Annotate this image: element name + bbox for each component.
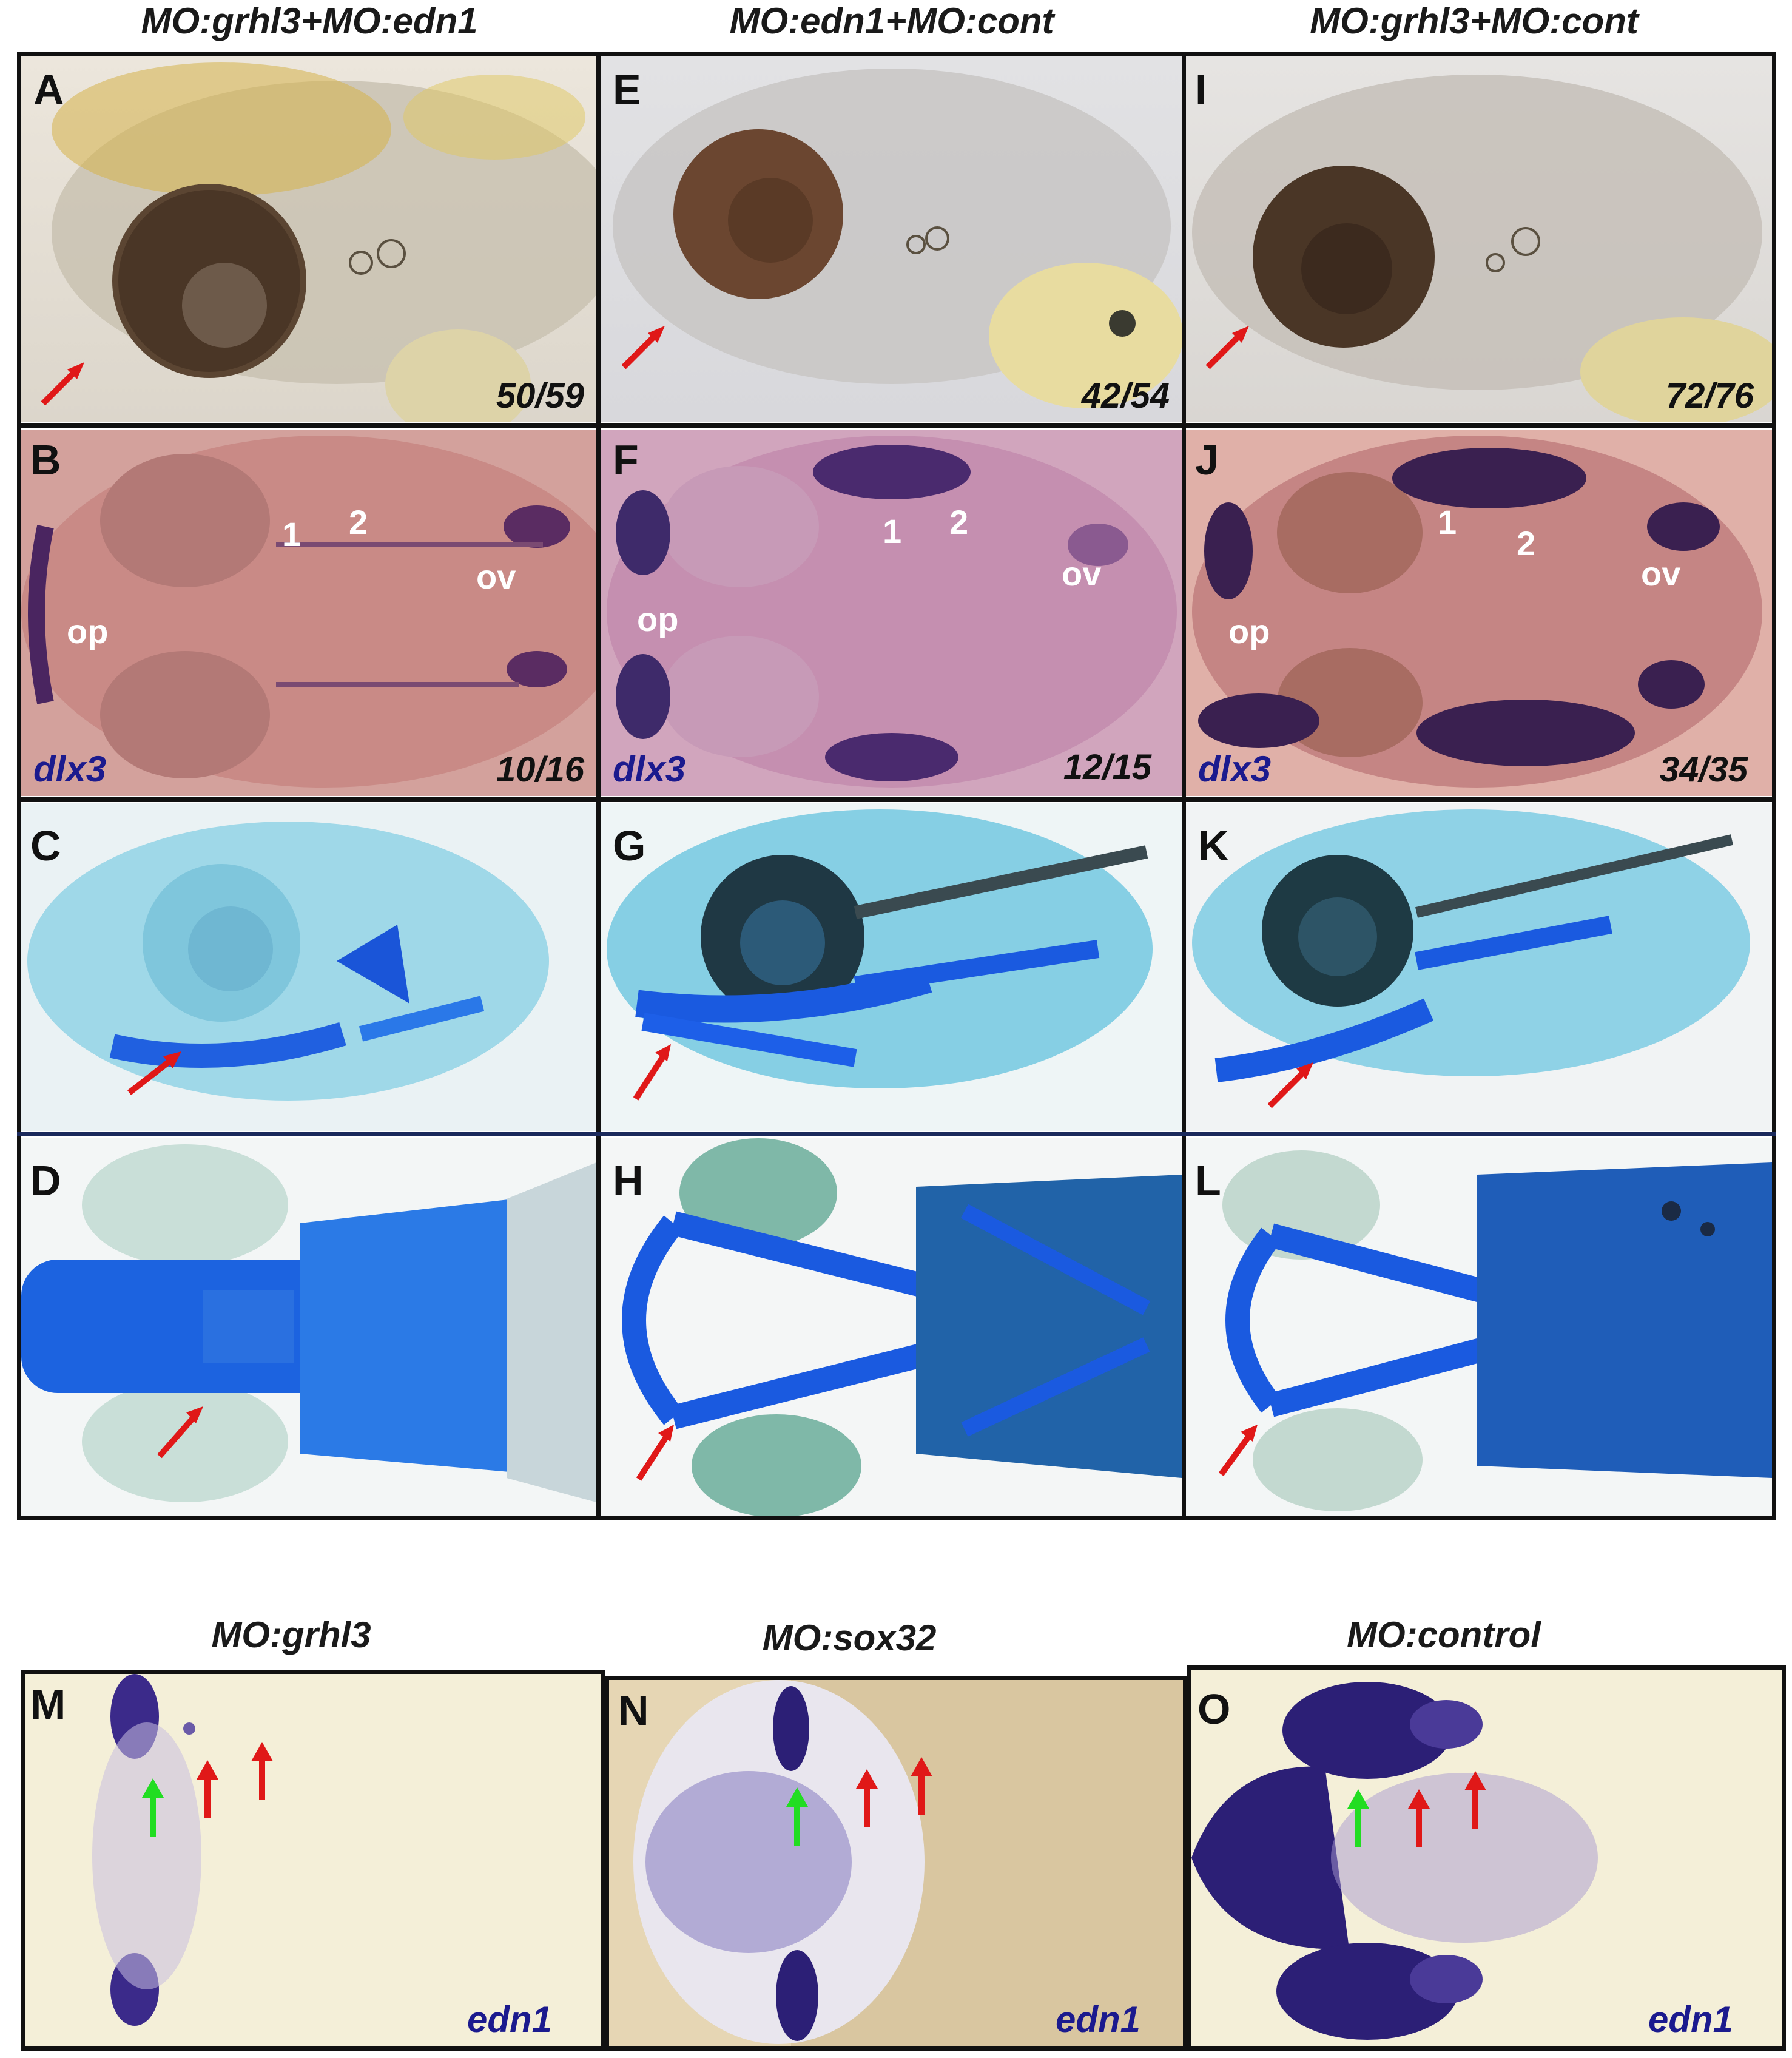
red-arrow-icon [1205, 326, 1249, 369]
panel-H-image [622, 1138, 1182, 1516]
panel-G-image [607, 809, 1153, 1088]
bottom-title-2: MO:sox32 [762, 1618, 937, 1658]
panel-D-image [21, 1144, 596, 1502]
panel-J-mark-1: 1 [1438, 503, 1457, 541]
panel-F-image [607, 436, 1177, 788]
panel-O-label: O [1197, 1685, 1231, 1733]
red-arrow-icon [157, 1406, 203, 1459]
red-arrow-icon [1267, 1062, 1313, 1108]
panel-M-gene: edn1 [467, 1999, 552, 2040]
panel-L: L [1186, 1138, 1772, 1516]
panel-D: D [21, 1138, 596, 1516]
panel-I-label: I [1195, 66, 1207, 113]
grid-divider-h2 [17, 797, 1776, 802]
panel-N-gene: edn1 [1055, 1999, 1140, 2040]
red-arrow-icon [856, 1769, 878, 1827]
panel-I-image [1192, 75, 1772, 422]
panel-O: O edn1 [1187, 1665, 1786, 2051]
panel-B-mark-2: 2 [349, 503, 368, 541]
green-arrow-icon [1347, 1789, 1369, 1847]
panel-B-mark-1: 1 [282, 515, 301, 553]
panel-E-label: E [613, 66, 641, 113]
panel-L-label: L [1195, 1157, 1221, 1204]
bottom-title-1: MO:grhl3 [211, 1614, 371, 1655]
panel-F-mark-op: op [637, 600, 679, 638]
panel-A-count: 50/59 [496, 376, 584, 416]
panel-B-count: 10/16 [496, 750, 584, 789]
panel-F-count: 12/15 [1063, 747, 1151, 787]
column-title-2: MO:edn1+MO:cont [729, 1, 1054, 41]
panel-I-count: 72/76 [1665, 376, 1754, 416]
panel-L-image [1222, 1150, 1772, 1511]
panel-F-mark-1: 1 [883, 512, 902, 550]
top-figure-grid [17, 52, 1776, 1520]
red-arrow-icon [633, 1044, 671, 1101]
panel-O-image [1191, 1682, 1598, 2040]
panel-B-mark-op: op [67, 612, 109, 650]
red-arrow-icon [251, 1742, 273, 1800]
red-arrow-icon [636, 1425, 674, 1481]
panel-A: A 50/59 [21, 56, 596, 422]
panel-B-image [21, 436, 596, 788]
panel-H: H [601, 1138, 1182, 1516]
panel-J-label: J [1195, 436, 1219, 484]
panel-J: J op 1 2 ov dlx3 34/35 [1186, 430, 1772, 796]
panel-A-label: A [33, 66, 64, 113]
bottom-title-3: MO:control [1347, 1614, 1541, 1655]
panel-E-count: 42/54 [1081, 376, 1170, 416]
panel-N-image [633, 1680, 1183, 2046]
panel-N: N edn1 [605, 1676, 1187, 2051]
panel-O-gene: edn1 [1648, 1999, 1733, 2040]
panel-M: M edn1 [21, 1670, 605, 2051]
panel-C-image [27, 822, 549, 1101]
panel-B-label: B [30, 436, 61, 484]
panel-E-image [613, 69, 1182, 408]
panel-H-label: H [613, 1157, 644, 1204]
panel-F-mark-2: 2 [949, 503, 969, 541]
grid-divider-v2 [1182, 52, 1186, 1520]
red-arrow-icon [621, 326, 665, 369]
panel-K: K [1186, 803, 1772, 1131]
panel-I: I 72/76 [1186, 56, 1772, 422]
red-arrow-icon [1464, 1771, 1486, 1829]
panel-F-label: F [613, 436, 639, 484]
panel-J-mark-2: 2 [1517, 524, 1536, 562]
red-arrow-icon [1218, 1425, 1258, 1476]
panel-F-mark-ov: ov [1062, 555, 1102, 593]
grid-divider-h3 [17, 1132, 1776, 1136]
panel-N-label: N [618, 1687, 649, 1734]
panel-J-gene: dlx3 [1198, 749, 1272, 789]
panel-J-count: 34/35 [1659, 750, 1748, 789]
red-arrow-icon [911, 1757, 932, 1815]
panel-K-image [1192, 809, 1750, 1082]
panel-F: F op 1 2 ov dlx3 12/15 [601, 430, 1182, 796]
panel-J-mark-ov: ov [1641, 555, 1681, 593]
panel-E: E 42/54 [601, 56, 1182, 422]
red-arrow-icon [197, 1760, 218, 1818]
red-arrow-icon [127, 1051, 181, 1095]
panel-G-label: G [613, 822, 646, 869]
panel-C: C [21, 803, 596, 1131]
grid-divider-h1 [17, 423, 1776, 428]
panel-B-mark-ov: ov [476, 558, 516, 596]
panel-F-gene: dlx3 [613, 749, 686, 789]
red-arrow-icon [41, 362, 84, 406]
panel-D-label: D [30, 1157, 61, 1204]
panel-M-image [92, 1674, 201, 2026]
panel-J-mark-op: op [1228, 612, 1270, 650]
panel-A-image [52, 62, 596, 422]
panel-B-gene: dlx3 [33, 749, 107, 789]
red-arrow-icon [1408, 1789, 1430, 1847]
panel-C-label: C [30, 822, 61, 869]
panel-J-image [1192, 436, 1762, 788]
green-arrow-icon [786, 1787, 808, 1846]
green-arrow-icon [142, 1778, 164, 1837]
grid-divider-v1 [596, 52, 601, 1520]
column-title-1: MO:grhl3+MO:edn1 [141, 1, 478, 41]
panel-M-label: M [30, 1681, 66, 1728]
panel-G: G [601, 803, 1182, 1131]
panel-B: B op 1 2 ov dlx3 10/16 [21, 430, 596, 796]
panel-K-label: K [1198, 822, 1229, 869]
column-title-3: MO:grhl3+MO:cont [1310, 1, 1639, 41]
